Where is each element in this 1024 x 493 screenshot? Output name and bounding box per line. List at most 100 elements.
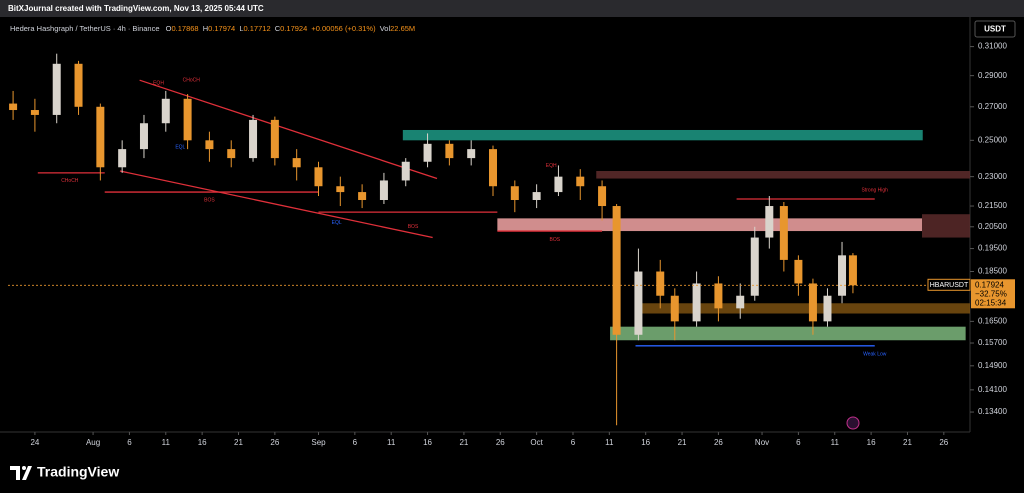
candle-body xyxy=(838,255,847,296)
change-pct: (+0.31%) xyxy=(345,24,376,33)
candle-body xyxy=(488,149,497,187)
zone xyxy=(402,129,923,141)
x-tick-label: Oct xyxy=(530,438,543,447)
plot: CHoCH BOS BOS BOS EQH CHoCH EQL EQL EQH Strong Hi… xyxy=(9,53,970,426)
x-tick-label: Aug xyxy=(86,438,100,447)
candle-body xyxy=(445,143,454,159)
volume-prefix: Vol xyxy=(380,24,391,33)
x-tick-label: 6 xyxy=(353,438,358,447)
x-tick-label: 26 xyxy=(496,438,505,447)
x-tick-label: 16 xyxy=(423,438,432,447)
trend-line xyxy=(119,170,433,239)
candle-body xyxy=(183,98,192,141)
y-tick-label: 0.19500 xyxy=(978,244,1007,253)
header-bar xyxy=(0,0,1024,17)
candle-body xyxy=(692,283,701,322)
quote-line: Hedera Hashgraph / TetherUS · 4h · Binan… xyxy=(10,24,415,33)
zone xyxy=(596,171,970,179)
x-tick-label: 21 xyxy=(234,438,243,447)
currency-box[interactable] xyxy=(974,20,1016,38)
annotation: EQH xyxy=(153,81,164,87)
candle-body xyxy=(336,186,345,193)
symbol: Hedera Hashgraph / TetherUS · 4h · Binan… xyxy=(10,24,160,33)
alert-icon[interactable] xyxy=(846,416,860,430)
price-tag-value: 0.17924 xyxy=(975,280,1004,289)
candle-body xyxy=(794,259,803,284)
candle-body xyxy=(670,295,679,322)
candle-body xyxy=(52,63,61,115)
x-tick-label: 26 xyxy=(939,438,948,447)
y-tick-label: 0.20500 xyxy=(978,222,1007,231)
candle-body xyxy=(314,167,323,187)
candle-body xyxy=(634,271,643,335)
x-tick-label: 21 xyxy=(903,438,912,447)
candle-body xyxy=(714,283,723,309)
x-tick-label: 6 xyxy=(796,438,801,447)
candle-body xyxy=(576,176,585,187)
y-tick-label: 0.27000 xyxy=(978,102,1007,111)
candle-body xyxy=(808,283,817,322)
x-tick-label: 11 xyxy=(831,438,840,447)
candle-body xyxy=(656,271,665,296)
candle-body xyxy=(118,149,127,168)
candle-body xyxy=(401,161,410,181)
candle-body xyxy=(779,206,788,260)
price-tag-change: −32.75% xyxy=(975,289,1007,298)
y-tick-label: 0.16500 xyxy=(978,316,1007,325)
candle-body xyxy=(823,295,832,322)
open: 0.17868 xyxy=(171,24,198,33)
annotation: CHoCH xyxy=(61,178,79,184)
ticker: HBARUSDT xyxy=(930,282,969,289)
candle-body xyxy=(270,119,279,159)
x-tick-label: 21 xyxy=(459,438,468,447)
candle-body xyxy=(598,186,607,207)
candle-body xyxy=(736,295,745,309)
x-tick-label: 21 xyxy=(678,438,687,447)
zone xyxy=(497,218,923,232)
x-tick-label: 11 xyxy=(605,438,614,447)
logo-icon xyxy=(10,466,32,480)
candle-body xyxy=(30,110,39,115)
annotation: Strong High xyxy=(862,187,889,193)
logo-dot xyxy=(22,466,26,470)
close-prefix: C xyxy=(275,24,281,33)
low: 0.17712 xyxy=(244,24,271,33)
y-tick-label: 0.18500 xyxy=(978,267,1007,276)
annotation: BOS xyxy=(204,197,215,203)
x-tick-label: Nov xyxy=(755,438,769,447)
candle-body xyxy=(467,149,476,159)
high: 0.17974 xyxy=(208,24,235,33)
candle-body xyxy=(74,63,83,107)
zone xyxy=(635,303,970,314)
brand-logo: TradingView xyxy=(10,464,119,480)
candle-body xyxy=(612,206,621,335)
low-prefix: L xyxy=(239,24,243,33)
y-tick-label: 0.14900 xyxy=(978,361,1007,370)
y-tick-label: 0.25000 xyxy=(978,135,1007,144)
trend-line xyxy=(139,79,438,180)
x-tick-label: 11 xyxy=(387,438,396,447)
annotation: EQL xyxy=(332,220,342,226)
close: 0.17924 xyxy=(280,24,307,33)
y-tick-label: 0.21500 xyxy=(978,201,1007,210)
annotation: EQH xyxy=(546,163,557,169)
price-tag-countdown: 02:15:34 xyxy=(975,298,1007,307)
x-tick-label: 16 xyxy=(867,438,876,447)
x-tick-label: 24 xyxy=(30,438,39,447)
header: BitXJournal created with TradingView.com… xyxy=(8,4,264,13)
candle-body xyxy=(765,206,774,238)
y-tick-label: 0.29000 xyxy=(978,71,1007,80)
zone xyxy=(922,214,970,238)
candle-body xyxy=(379,180,388,200)
high-prefix: H xyxy=(203,24,208,33)
candle-body xyxy=(510,186,519,200)
brand: TradingView xyxy=(37,464,119,480)
x-tick-label: 6 xyxy=(571,438,576,447)
currency[interactable]: USDT xyxy=(984,25,1006,34)
candle-body xyxy=(292,158,301,168)
candle-body xyxy=(9,103,18,111)
zone xyxy=(610,326,966,341)
candle-body xyxy=(848,255,857,286)
